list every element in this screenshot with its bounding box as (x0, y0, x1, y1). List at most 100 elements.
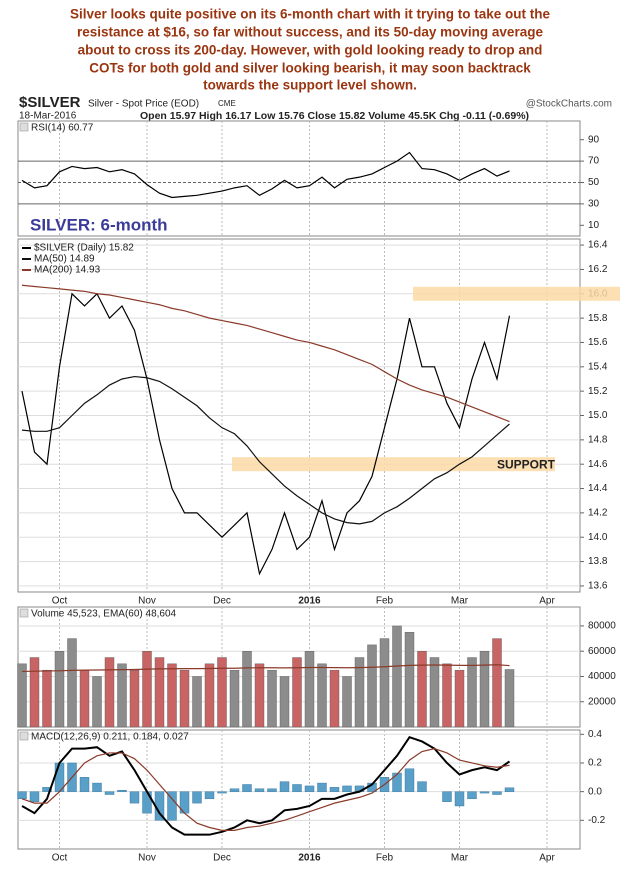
x-tick-label: Oct (52, 853, 68, 864)
bar (142, 651, 152, 728)
y-tick-label: 15.8 (588, 313, 608, 324)
bar (279, 781, 290, 792)
bar (217, 791, 227, 794)
commentary-line: towards the support level shown. (203, 78, 417, 93)
bar (254, 788, 265, 792)
x-tick-label: Apr (539, 596, 555, 607)
bar (117, 663, 127, 728)
bar (379, 638, 390, 728)
bar (442, 791, 452, 802)
bar (442, 663, 452, 728)
y-tick-label: 16.2 (588, 264, 608, 275)
bar (329, 787, 340, 792)
x-tick-label: Dec (213, 853, 231, 864)
x-tick-label: Nov (138, 596, 156, 607)
bar (267, 788, 277, 792)
line-series (21, 375, 510, 525)
bar (292, 657, 302, 728)
x-tick-label: Oct (52, 596, 68, 607)
line-series (21, 284, 510, 423)
bar (429, 657, 440, 728)
bar (492, 638, 502, 728)
y-tick-label: 90 (588, 134, 600, 145)
bar (354, 657, 365, 728)
bar (67, 638, 77, 728)
bar (17, 663, 27, 728)
bar (304, 785, 315, 792)
line-series (21, 748, 510, 831)
bar (392, 772, 402, 792)
source: @StockCharts.com (526, 99, 612, 110)
bar (167, 663, 177, 728)
bar (342, 676, 352, 728)
panel (17, 120, 581, 237)
bar (304, 651, 315, 728)
bar (17, 791, 27, 800)
commentary-line: COTs for both gold and silver looking be… (89, 61, 531, 76)
bar (392, 625, 402, 728)
bar (454, 669, 465, 728)
y-tick-label: 14.0 (588, 532, 608, 543)
y-tick-label: 40000 (588, 671, 616, 682)
label-bg (19, 731, 29, 741)
commentary-line: Silver looks quite positive on its 6-mon… (70, 7, 551, 22)
bar (204, 663, 215, 728)
y-tick-label: 0.2 (588, 758, 602, 769)
line-series (21, 292, 511, 576)
y-tick-label: 80000 (588, 621, 616, 632)
bar (279, 676, 290, 728)
x-tick-label: Feb (376, 596, 394, 607)
x-tick-label: Mar (451, 596, 469, 607)
bar (317, 782, 327, 792)
x-tick-label: Mar (451, 853, 469, 864)
bar (504, 787, 515, 792)
legend-entry: MA(50) 14.89 (34, 254, 95, 265)
commentary-line: resistance at $16, so far without succes… (77, 25, 543, 40)
bar (229, 669, 240, 728)
bar (229, 788, 240, 792)
bar (104, 791, 115, 795)
line-series (21, 735, 511, 836)
y-tick-label: 14.2 (588, 508, 608, 519)
bar (29, 657, 40, 728)
bar (317, 663, 327, 728)
exchange: CME (218, 99, 236, 108)
date: 18-Mar-2016 (19, 111, 77, 122)
y-tick-label: 0.0 (588, 786, 602, 797)
y-tick-label: 30 (588, 199, 600, 210)
bar (192, 791, 202, 804)
bar (404, 768, 415, 792)
bar (479, 651, 490, 728)
x-tick-label: 2016 (298, 853, 321, 864)
bar (292, 784, 302, 792)
bar (192, 676, 202, 728)
symbol: $SILVER (19, 94, 81, 111)
commentary: Silver looks quite positive on its 6-mon… (70, 7, 551, 93)
x-tick-label: Feb (376, 853, 394, 864)
y-tick-label: 15.6 (588, 337, 608, 348)
legend-entry: $SILVER (Daily) 15.82 (34, 243, 134, 254)
y-tick-label: 10 (588, 220, 600, 231)
bar (242, 651, 252, 728)
bar (79, 777, 90, 792)
bar (342, 785, 352, 792)
y-tick-label: 60000 (588, 646, 616, 657)
y-tick-label: 13.6 (588, 581, 608, 592)
bar (29, 791, 40, 802)
x-tick-label: Apr (539, 853, 555, 864)
y-tick-label: 14.6 (588, 459, 608, 470)
y-tick-label: 0.4 (588, 729, 602, 740)
y-tick-label: 50 (588, 177, 600, 188)
bar (242, 784, 252, 792)
instrument-name: Silver - Spot Price (EOD) (88, 99, 199, 110)
chart-title: SILVER: 6-month (30, 215, 168, 234)
panel-label: RSI(14) 60.77 (31, 123, 94, 134)
bar (492, 791, 502, 795)
y-tick-label: 20000 (588, 696, 616, 707)
bar (129, 791, 140, 804)
bar (179, 669, 190, 728)
bar (454, 791, 465, 807)
y-tick-label: 70 (588, 156, 600, 167)
bar (104, 657, 115, 728)
panel-label: Volume 45,523, EMA(60) 48,604 (31, 609, 177, 620)
